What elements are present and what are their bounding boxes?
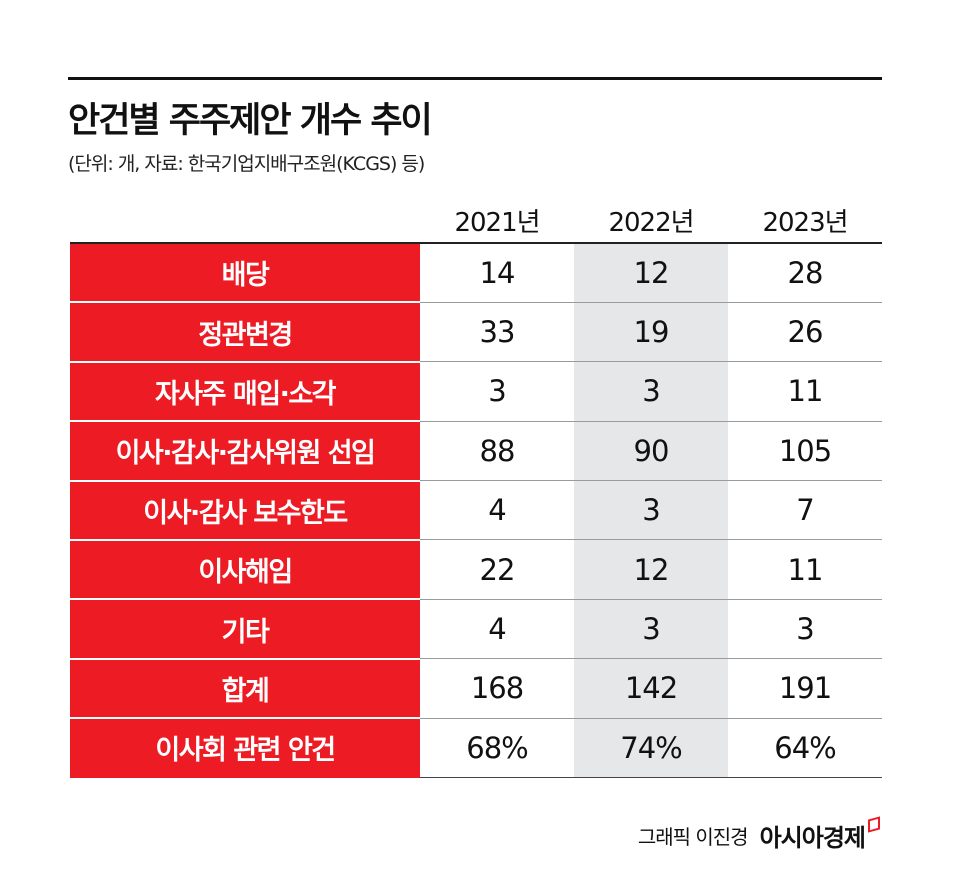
value-cell: 3	[420, 361, 574, 422]
value-cell: 191	[728, 658, 882, 719]
subtitle: (단위: 개, 자료: 한국기업지배구조원(KCGS) 등)	[68, 153, 425, 175]
value-cell: 3	[574, 480, 728, 541]
table-row: 이사·감사·감사위원 선임 88 90 105	[70, 421, 882, 482]
value-cell: 68%	[420, 718, 574, 778]
publisher-logo: 아시아경제	[759, 816, 880, 853]
value-cell: 28	[728, 243, 882, 303]
value-cell: 19	[574, 302, 728, 363]
table-row: 정관변경 33 19 26	[70, 302, 882, 363]
page-title: 안건별 주주제안 개수 추이	[68, 101, 433, 141]
row-label: 정관변경	[70, 302, 420, 363]
table-row: 이사·감사 보수한도 4 3 7	[70, 480, 882, 541]
value-cell: 3	[728, 599, 882, 660]
value-cell: 33	[420, 302, 574, 363]
row-label: 합계	[70, 658, 420, 720]
value-cell: 3	[574, 361, 728, 422]
row-label: 이사해임	[70, 539, 420, 601]
column-header: 2022년	[574, 198, 728, 244]
table-row: 합계 168 142 191	[70, 658, 882, 720]
value-cell: 64%	[728, 718, 882, 778]
row-label: 이사·감사·감사위원 선임	[70, 421, 420, 482]
logo-mark-icon	[868, 816, 880, 833]
graphic-credit: 그래픽 이진경	[637, 825, 749, 849]
value-cell: 26	[728, 302, 882, 363]
value-cell: 14	[420, 243, 574, 303]
value-cell: 105	[728, 421, 882, 482]
top-rule	[68, 77, 882, 80]
footer: 그래픽 이진경 아시아경제	[637, 816, 880, 853]
table-row: 자사주 매입·소각 3 3 11	[70, 361, 882, 423]
value-cell: 4	[420, 480, 574, 541]
row-label: 이사회 관련 안건	[70, 718, 420, 778]
value-cell: 90	[574, 421, 728, 482]
logo-text: 아시아경제	[759, 824, 866, 852]
value-cell: 3	[574, 599, 728, 660]
value-cell: 22	[420, 539, 574, 600]
value-cell: 11	[728, 361, 882, 422]
row-label: 배당	[70, 243, 420, 304]
table-row: 배당 14 12 28	[70, 243, 882, 304]
row-label: 이사·감사 보수한도	[70, 480, 420, 541]
column-header: 2021년	[420, 198, 574, 244]
corner-cell	[70, 198, 420, 244]
value-cell: 88	[420, 421, 574, 482]
value-cell: 12	[574, 243, 728, 303]
row-label: 자사주 매입·소각	[70, 361, 420, 423]
table-row: 이사회 관련 안건 68% 74% 64%	[70, 718, 882, 778]
column-header: 2023년	[728, 198, 882, 244]
value-cell: 11	[728, 539, 882, 600]
row-label: 기타	[70, 599, 420, 660]
value-cell: 168	[420, 658, 574, 719]
value-cell: 142	[574, 658, 728, 719]
value-cell: 74%	[574, 718, 728, 778]
value-cell: 4	[420, 599, 574, 660]
data-table: 2021년 2022년 2023년 배당 14 12 28 정관변경 33 19 26 자사주 …	[70, 198, 882, 778]
table-row: 이사해임 22 12 11	[70, 539, 882, 601]
value-cell: 12	[574, 539, 728, 600]
table-row: 기타 4 3 3	[70, 599, 882, 660]
value-cell: 7	[728, 480, 882, 541]
header-row: 2021년 2022년 2023년	[70, 198, 882, 244]
